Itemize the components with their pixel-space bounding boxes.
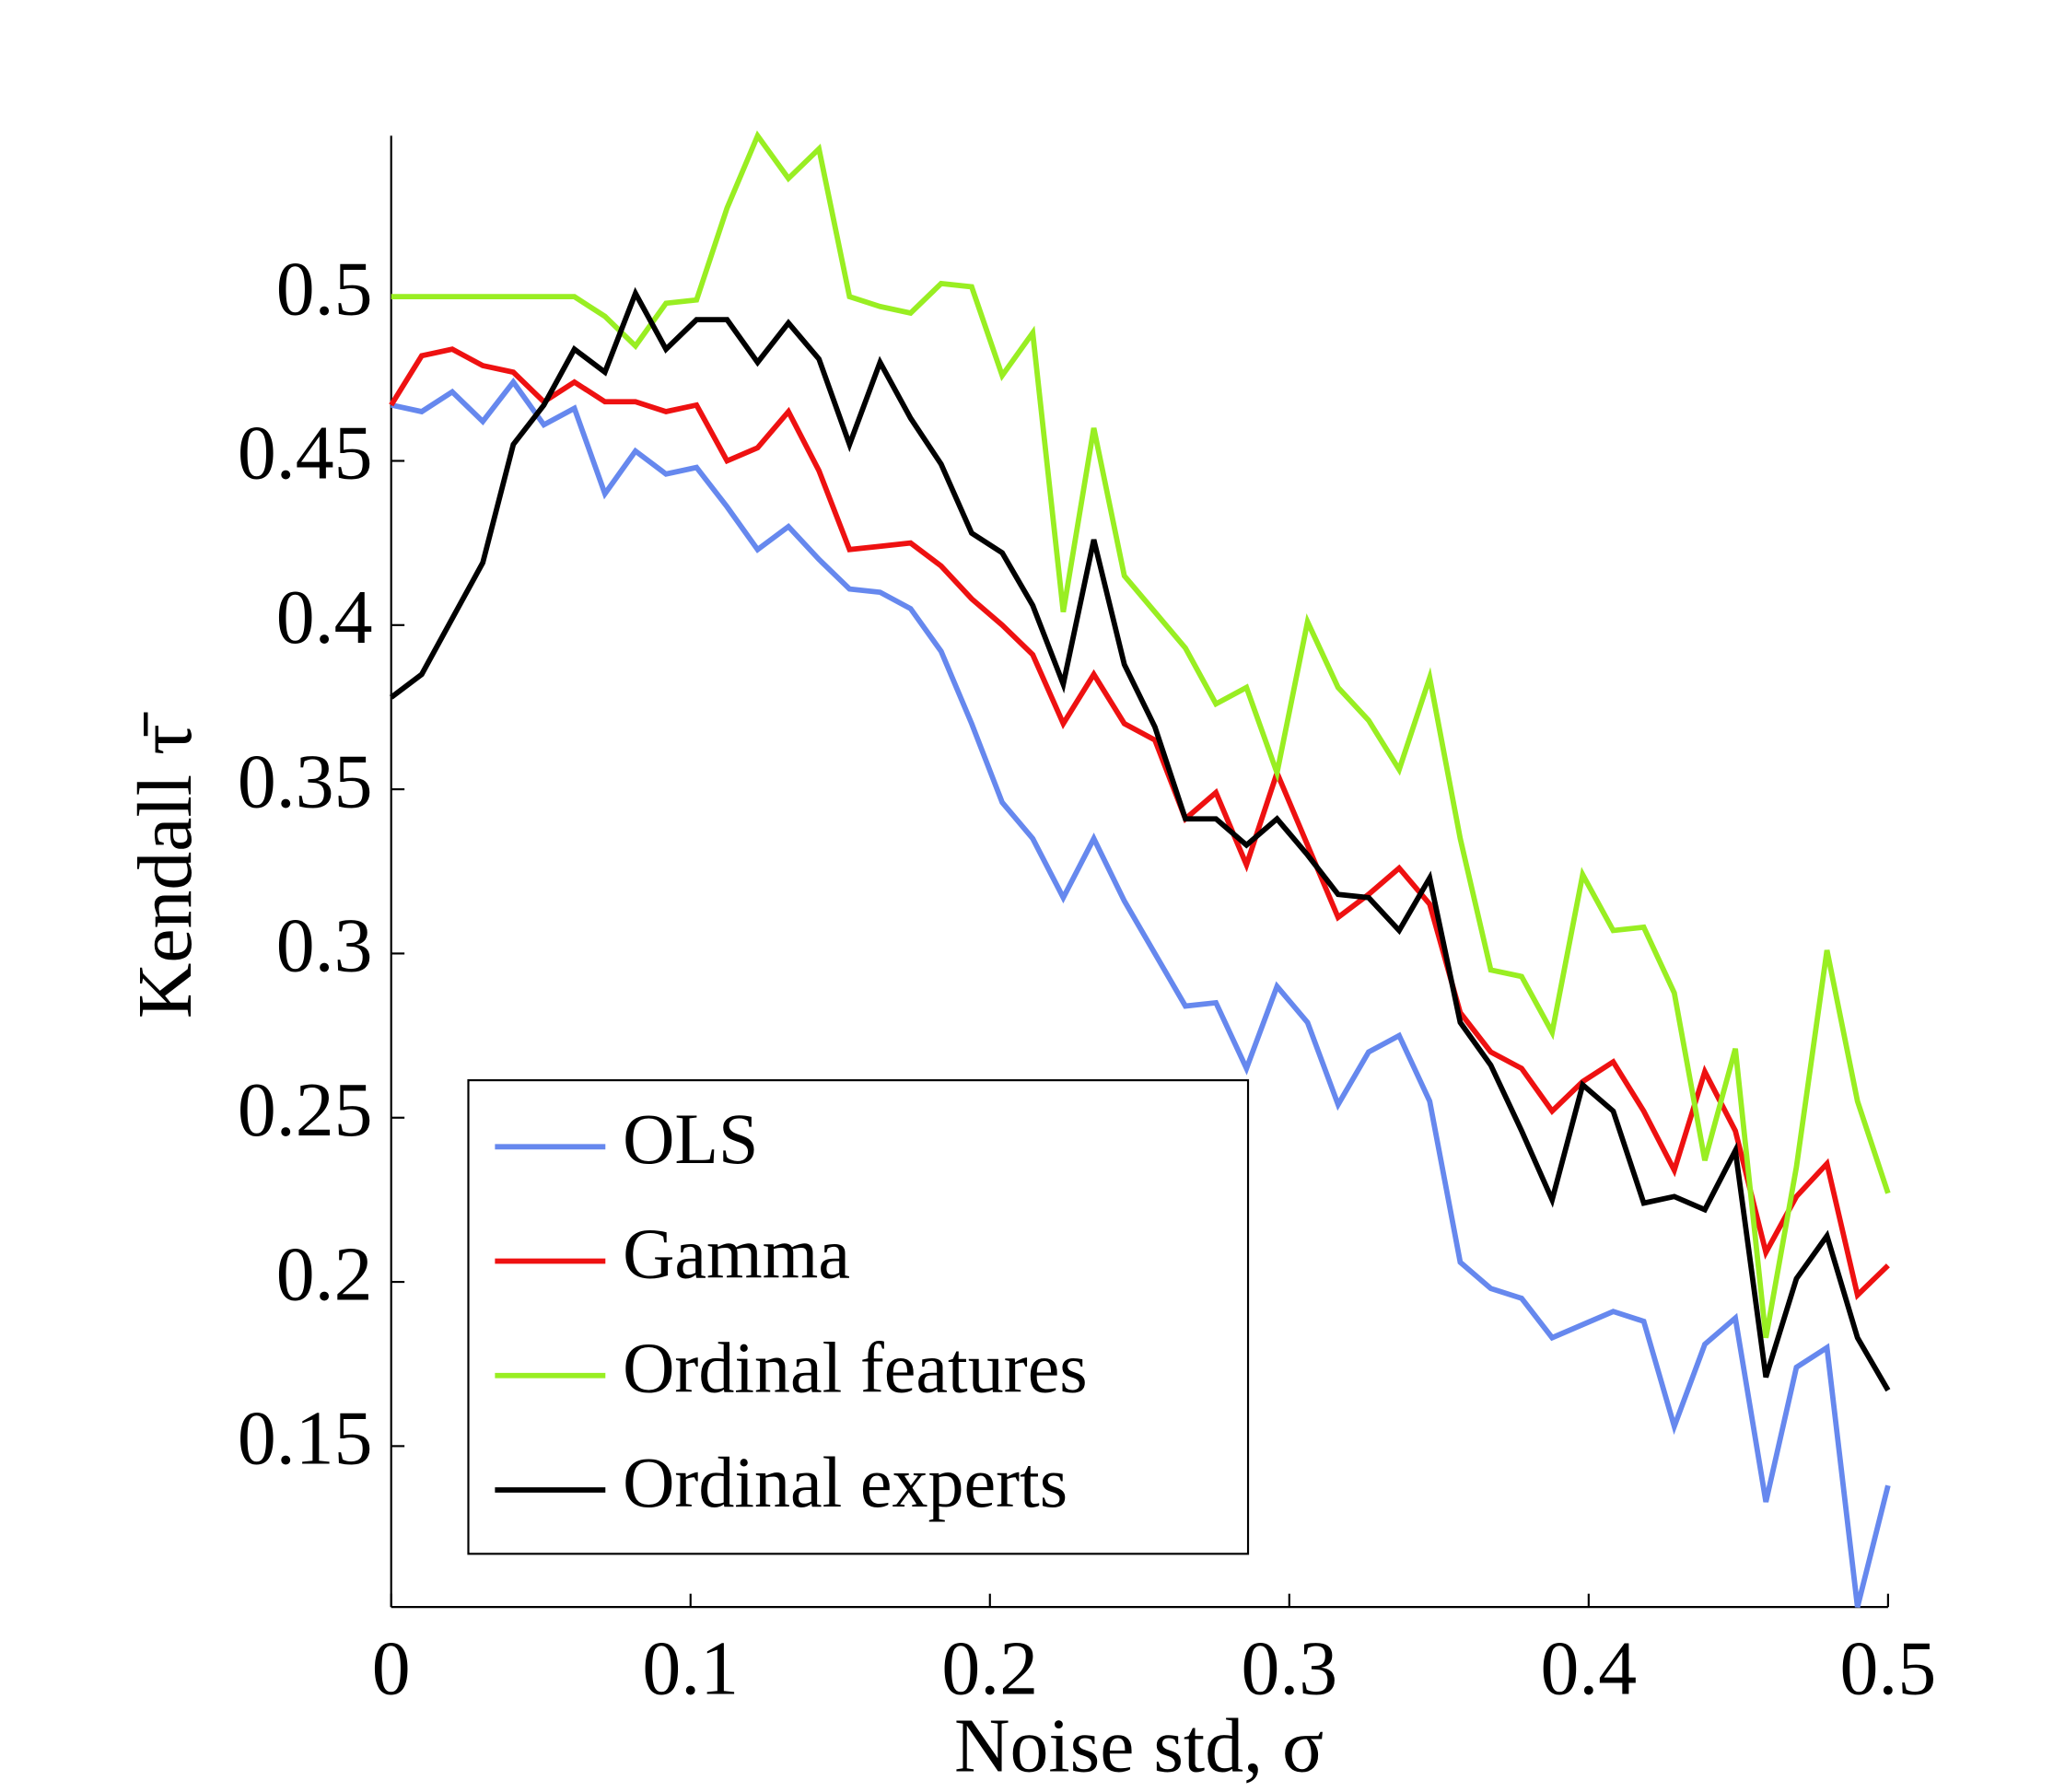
line-series — [391, 130, 1891, 1339]
legend-label: Ordinal features — [623, 1328, 1088, 1408]
y-tick-label: 0.5 — [276, 246, 373, 332]
x-tick-label: 0.5 — [1840, 1625, 1937, 1711]
y-tick-label: 0.35 — [238, 739, 373, 824]
y-tick-label: 0.25 — [238, 1067, 373, 1153]
x-tick-label: 0 — [372, 1625, 411, 1711]
x-tick-label: 0.1 — [642, 1625, 739, 1711]
y-tick-label: 0.15 — [238, 1396, 373, 1482]
x-tick-label: 0.3 — [1241, 1625, 1337, 1711]
legend-label: Ordinal experts — [623, 1442, 1068, 1522]
y-tick-label: 0.45 — [238, 411, 373, 496]
y-tick-label: 0.2 — [276, 1231, 373, 1317]
x-tick-label: 0.4 — [1540, 1625, 1637, 1711]
x-axis-label: Noise std, σ — [954, 1703, 1324, 1788]
line-series — [391, 378, 1891, 1608]
y-axis-label: Kendall τ̄ — [122, 712, 208, 1018]
legend-box — [467, 1078, 1250, 1555]
y-tick-label: 0.3 — [276, 903, 373, 989]
line-series — [389, 346, 1890, 1300]
y-tick-label: 0.4 — [276, 575, 373, 660]
legend-label: OLS — [623, 1099, 758, 1179]
x-tick-label: 0.2 — [941, 1625, 1038, 1711]
legend-label: Gamma — [623, 1213, 850, 1293]
legend: OLS Gamma Ordinal features Ordinal experts — [467, 1078, 1250, 1555]
line-series — [389, 286, 1891, 1392]
